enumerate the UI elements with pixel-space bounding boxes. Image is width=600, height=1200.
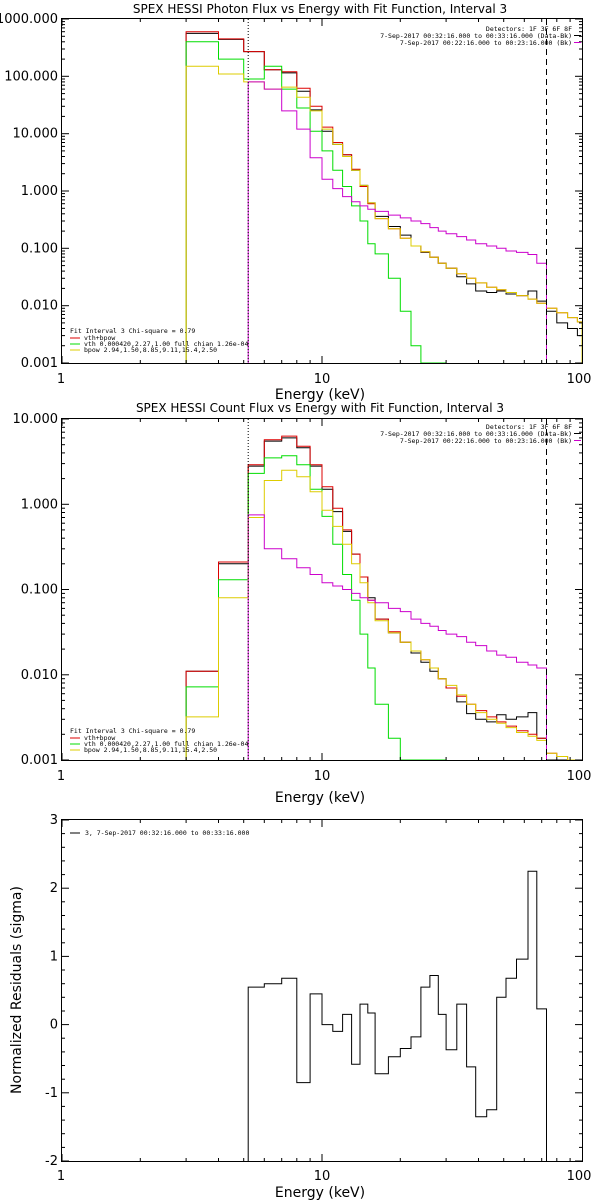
series-data: [185, 437, 582, 761]
residuals-x-ticks: [61, 820, 571, 1161]
count-legend-data-interval: 7-Sep-2017 00:32:16.000 to 00:33:16.000 …: [380, 430, 572, 438]
residuals-ylabel: Normalized Residuals (sigma): [9, 886, 25, 1094]
photon-flux-y-ticks: 1000.000 100.000 10.000 1.000 0.100 0.010 0.00…: [0, 12, 582, 371]
photon-flux-legend-bottom: Fit Interval 3 Chi-square = 0.79 vth+bpo…: [70, 327, 248, 354]
count-flux-legend-bottom: Fit Interval 3 Chi-square = 0.79 vth+bpo…: [70, 727, 248, 754]
y-tick-label: 0.001: [21, 356, 58, 371]
count-flux-title: SPEX HESSI Count Flux vs Energy with Fit…: [136, 401, 504, 415]
series-vth: [185, 41, 447, 364]
y-tick-label: 1.000: [21, 497, 58, 512]
residuals-legend: 3, 7-Sep-2017 00:32:16.000 to 00:33:16.0…: [70, 829, 249, 837]
y-tick-label: -2: [45, 1154, 58, 1169]
series-data: [185, 32, 583, 363]
photon-flux-xtick-1: 1: [57, 372, 65, 387]
y-tick-label: 0.001: [21, 753, 58, 768]
y-tick-label: 1: [50, 949, 58, 964]
residuals-xlabel: Energy (keV): [275, 1185, 365, 1200]
y-tick-label: 10.000: [13, 127, 59, 142]
residuals-xtick-10: 10: [314, 1169, 331, 1184]
photon-legend-fit: Fit Interval 3 Chi-square = 0.79: [70, 327, 195, 335]
y-tick-label: 0: [50, 1018, 58, 1033]
y-tick-label: 0.010: [21, 299, 58, 314]
residuals-legend-label: 3, 7-Sep-2017 00:32:16.000 to 00:33:16.0…: [85, 829, 249, 837]
y-tick-label: 0.100: [21, 583, 58, 598]
count-legend-fit: Fit Interval 3 Chi-square = 0.79: [70, 727, 195, 735]
count-legend-vth: vth 0.000420,2.27,1.00 full chian 1.26e-…: [84, 740, 248, 748]
count-flux-series: [185, 435, 582, 761]
count-flux-xtick-10: 10: [314, 769, 331, 784]
y-tick-label: 1000.000: [0, 12, 58, 27]
series-bk: [247, 81, 547, 363]
y-tick-label: 1.000: [21, 184, 58, 199]
photon-flux-x-ticks: [61, 19, 571, 363]
photon-legend-detectors: Detectors: 1F 3F 6F 8F: [486, 25, 572, 33]
series-residuals: [247, 870, 547, 1161]
y-tick-label: 2: [50, 881, 58, 896]
y-tick-label: 10.000: [13, 412, 59, 427]
photon-flux-xtick-10: 10: [314, 372, 331, 387]
count-legend-bpow: bpow 2.94,1.50,8.85,9.11,15.4,2.50: [84, 746, 217, 754]
series-bk: [247, 514, 547, 760]
count-flux-xtick-100: 100: [567, 769, 592, 784]
y-tick-label: 0.100: [21, 241, 58, 256]
count-flux-xlabel: Energy (keV): [275, 790, 365, 806]
y-tick-label: 0.010: [21, 668, 58, 683]
residuals-y-ticks: 3 2 1 0 -1 -2: [45, 813, 582, 1169]
y-tick-label: 100.000: [4, 69, 58, 84]
residuals-xtick-1: 1: [57, 1169, 65, 1184]
photon-flux-vlines: [247, 19, 547, 363]
series-vth-bpow: [185, 31, 583, 363]
photon-flux-xlabel: Energy (keV): [275, 387, 365, 403]
count-flux-y-ticks: 10.000 1.000 0.100 0.010 0.001: [13, 412, 582, 768]
count-legend-total: vth+bpow: [84, 734, 115, 742]
photon-legend-data-interval: 7-Sep-2017 00:32:16.000 to 00:33:16.000 …: [380, 32, 572, 40]
series-bpow: [185, 469, 582, 761]
y-tick-label: -1: [45, 1086, 58, 1101]
count-flux-legend-top: Detectors: 1F 3F 6F 8F 7-Sep-2017 00:32:…: [380, 423, 581, 445]
residuals-series: [247, 870, 547, 1161]
count-flux-x-ticks: [61, 419, 571, 760]
series-bpow: [185, 65, 583, 363]
photon-legend-vth: vth 0.000420,2.27,1.00 full chian 1.26e-…: [84, 340, 248, 348]
count-legend-bk-interval: 7-Sep-2017 00:22:16.000 to 00:23:16.000 …: [400, 437, 572, 445]
residuals-frame: [61, 819, 583, 1162]
count-flux-frame: [61, 418, 583, 761]
count-flux-panel: SPEX HESSI Count Flux vs Energy with Fit…: [13, 401, 592, 806]
photon-flux-title: SPEX HESSI Photon Flux vs Energy with Fi…: [133, 2, 507, 16]
photon-legend-total: vth+bpow: [84, 334, 115, 342]
photon-legend-bk-interval: 7-Sep-2017 00:22:16.000 to 00:23:16.000 …: [400, 39, 572, 47]
count-legend-detectors: Detectors: 1F 3F 6F 8F: [486, 423, 572, 431]
y-tick-label: 3: [50, 813, 58, 828]
count-flux-xtick-1: 1: [57, 769, 65, 784]
residuals-xtick-100: 100: [567, 1169, 592, 1184]
series-vth: [185, 455, 447, 761]
photon-flux-frame: [61, 18, 583, 364]
photon-flux-legend-top: Detectors: 1F 3F 6F 8F 7-Sep-2017 00:32:…: [380, 25, 581, 47]
count-flux-vlines: [247, 419, 547, 760]
photon-legend-bpow: bpow 2.94,1.50,8.85,9.11,15.4,2.50: [84, 346, 217, 354]
photon-flux-series: [185, 31, 583, 364]
photon-flux-xtick-100: 100: [567, 372, 592, 387]
photon-flux-panel: SPEX HESSI Photon Flux vs Energy with Fi…: [0, 2, 591, 403]
